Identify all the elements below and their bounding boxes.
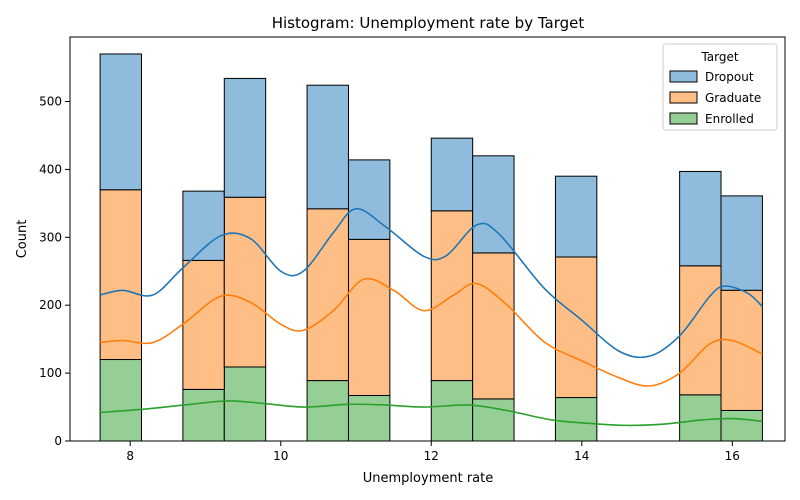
y-axis-label: Count [15,220,30,259]
y-tick-label: 100 [39,366,62,380]
bar-dropout-3 [223,77,267,198]
bar-dropout-14 [679,170,722,267]
legend-swatch-dropout [669,70,698,83]
y-tick-label: 500 [39,95,62,109]
bar-dropout-2 [182,190,225,261]
x-tick-label: 12 [424,449,439,463]
y-tick-label: 400 [39,162,62,176]
kde-layer [99,207,763,427]
legend: Target Dropout Graduate Enrolled [662,43,778,131]
bar-dropout-11 [554,175,598,258]
x-axis: 8 10 12 14 16 [126,441,740,463]
bar-dropout-8 [430,137,474,212]
bar-enrolled-15 [720,409,763,442]
legend-box [662,43,778,131]
bar-dropout-15 [720,195,763,291]
bar-enrolled-14 [679,394,722,442]
bar-enrolled-2 [182,388,225,442]
bar-graduate-9 [472,252,515,400]
bar-enrolled-5 [306,380,349,442]
bar-enrolled-11 [554,397,598,442]
legend-title: Target [700,50,738,64]
chart-title: Histogram: Unemployment rate by Target [272,14,585,32]
kde-line-dropout [99,207,763,359]
bar-enrolled-8 [430,380,474,442]
plot-frame [69,36,786,442]
x-tick-label: 14 [574,449,589,463]
y-tick-label: 300 [39,230,62,244]
y-tick-label: 0 [54,434,62,448]
x-tick-label: 8 [126,449,134,463]
x-tick-label: 10 [273,449,288,463]
x-tick-label: 16 [725,449,740,463]
kde-line-enrolled [100,400,763,427]
legend-label-enrolled: Enrolled [705,112,754,126]
bar-graduate-6 [347,238,391,397]
bar-graduate-2 [182,259,225,390]
bar-graduate-14 [679,265,722,396]
legend-swatch-graduate [669,91,698,104]
bar-dropout-9 [472,155,515,254]
bar-graduate-3 [223,196,267,368]
legend-swatch-enrolled [669,112,698,125]
bar-enrolled-0 [99,359,142,442]
bar-enrolled-3 [223,366,267,442]
legend-label-dropout: Dropout [705,70,754,84]
bar-enrolled-6 [347,395,391,442]
bars-layer [99,53,763,442]
kde-line-graduate [100,277,763,387]
bar-graduate-5 [306,208,349,382]
bar-dropout-0 [99,53,142,191]
x-axis-label: Unemployment rate [363,471,493,486]
bar-dropout-6 [347,159,391,240]
bar-graduate-0 [99,189,142,361]
y-tick-label: 200 [39,298,62,312]
legend-label-graduate: Graduate [705,91,761,105]
y-axis: 0 100 200 300 400 500 [39,95,70,448]
bar-dropout-5 [306,84,349,210]
